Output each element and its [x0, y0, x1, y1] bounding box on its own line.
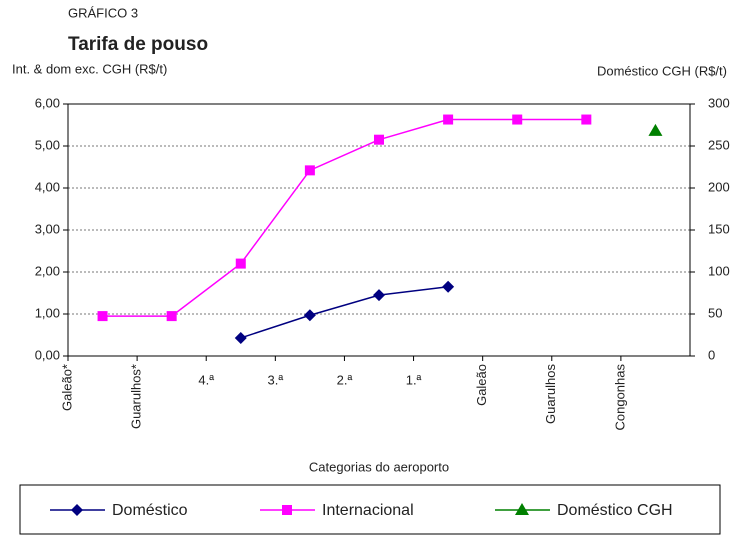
- x-tick-label: 3.ª: [268, 372, 284, 387]
- y2-axis-label: Doméstico CGH (R$/t): [597, 63, 727, 78]
- data-point: [443, 114, 454, 125]
- legend-marker: [282, 505, 292, 515]
- y-tick-label: 4,00: [35, 179, 60, 194]
- data-point: [97, 311, 108, 322]
- legend-box: [19, 484, 721, 535]
- legend-label: Doméstico CGH: [557, 502, 673, 519]
- data-point: [648, 123, 663, 136]
- data-point: [581, 114, 592, 125]
- y-tick-label: 5,00: [35, 137, 60, 152]
- x-tick-label: Congonhas: [612, 364, 627, 431]
- legend-marker: [71, 504, 83, 516]
- y2-tick-label: 50: [708, 305, 722, 320]
- plot-area: [67, 103, 691, 357]
- data-point: [512, 114, 523, 125]
- x-tick-label: Guarulhos*: [129, 364, 144, 429]
- legend-label: Doméstico: [112, 502, 188, 519]
- y-tick-label: 2,00: [35, 263, 60, 278]
- series-line: [240, 285, 449, 339]
- chart-title: Tarifa de pouso: [68, 34, 208, 55]
- x-tick-label: Galeão*: [59, 364, 74, 411]
- data-point: [303, 309, 316, 322]
- x-tick-label: Galeão: [474, 364, 489, 406]
- legend-marker: [515, 503, 529, 515]
- x-tick-label: Guarulhos: [543, 364, 558, 424]
- y-tick-label: 1,00: [35, 305, 60, 320]
- x-axis-label: Categorias do aeroporto: [309, 459, 449, 474]
- y2-tick-label: 250: [708, 137, 730, 152]
- y-tick-label: 0,00: [35, 347, 60, 362]
- y-axis-label: Int. & dom exc. CGH (R$/t): [12, 61, 167, 76]
- data-point: [304, 165, 315, 176]
- y2-tick-label: 300: [708, 95, 730, 110]
- data-point: [442, 280, 455, 293]
- data-point: [235, 258, 246, 269]
- data-point: [234, 331, 247, 344]
- x-tick-label: 1.ª: [406, 372, 422, 387]
- chart-supertitle: GRÁFICO 3: [68, 5, 138, 20]
- data-point: [373, 289, 385, 302]
- y2-tick-label: 150: [708, 221, 730, 236]
- legend-label: Internacional: [322, 502, 414, 519]
- series-line: [102, 118, 587, 317]
- y2-tick-label: 0: [708, 347, 715, 362]
- y-tick-label: 6,00: [35, 95, 60, 110]
- y2-tick-label: 100: [708, 263, 730, 278]
- y2-tick-label: 200: [708, 179, 730, 194]
- data-point: [374, 134, 384, 145]
- x-tick-label: 2.ª: [337, 372, 353, 387]
- y-tick-label: 3,00: [35, 221, 60, 236]
- x-tick-label: 4.ª: [198, 372, 214, 387]
- data-point: [166, 311, 177, 322]
